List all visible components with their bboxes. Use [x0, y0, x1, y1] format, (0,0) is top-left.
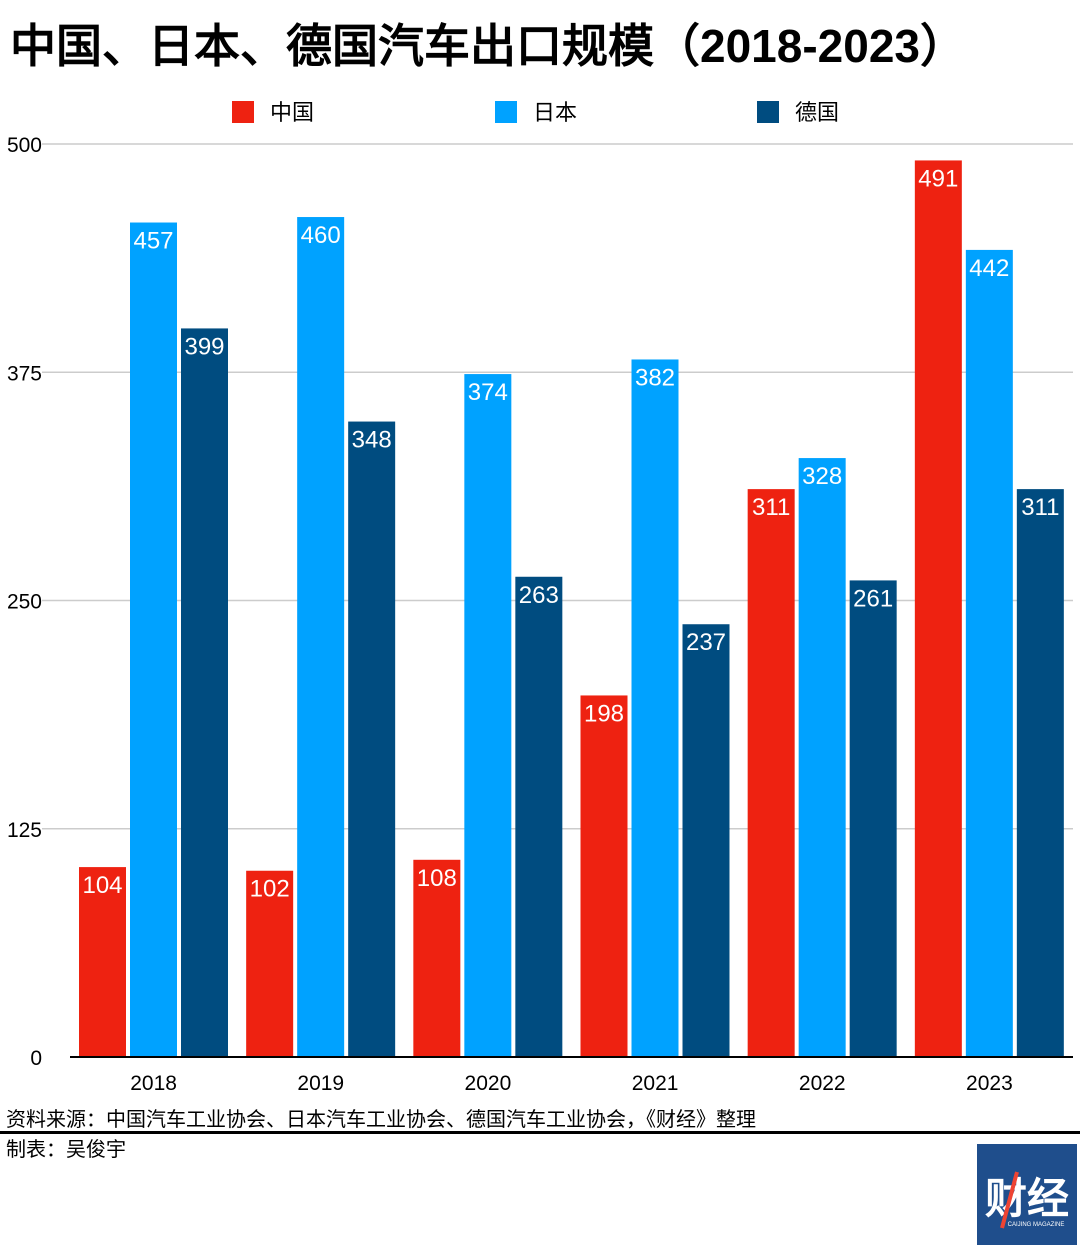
source-note: 资料来源：中国汽车工业协会、日本汽车工业协会、德国汽车工业协会，《财经》整理: [6, 1108, 756, 1131]
bar: [1016, 489, 1064, 1057]
legend-swatch: [757, 101, 779, 123]
data-label: 311: [1021, 494, 1059, 521]
data-label: 382: [635, 364, 675, 391]
bar: [798, 458, 846, 1057]
x-axis: 2018 2019 2020 2021 2022 2023: [70, 1056, 1073, 1095]
bars: 104 457 399 102 460 348 108 374 263 198 382 237 311 3…: [79, 160, 1064, 1058]
y-tick-label: 500: [7, 134, 42, 157]
bar: [413, 859, 461, 1057]
legend: 中国 日本 德国: [232, 100, 839, 125]
y-tick-label: 375: [7, 362, 42, 385]
legend-label: 德国: [795, 100, 839, 125]
bar: [246, 870, 294, 1057]
bar: [914, 160, 962, 1057]
legend-swatch: [232, 101, 254, 123]
author-note: 制表：吴俊宇: [6, 1138, 126, 1161]
data-label: 374: [468, 379, 508, 406]
x-tick-label: 2020: [465, 1072, 512, 1095]
svg-text:CAIJING MAGAZINE: CAIJING MAGAZINE: [1008, 1222, 1065, 1228]
legend-item: 德国: [757, 100, 839, 125]
bar: [79, 867, 126, 1057]
bar: [297, 217, 345, 1058]
data-label: 399: [184, 333, 224, 360]
x-tick-label: 2021: [632, 1072, 679, 1095]
y-tick-label: 250: [7, 591, 42, 614]
chart-title: 中国、日本、德国汽车出口规模（2018-2023）: [10, 20, 966, 72]
legend-swatch: [495, 101, 517, 123]
data-label: 460: [301, 222, 341, 249]
bar: [181, 328, 228, 1057]
data-label: 457: [133, 228, 173, 255]
caijing-logo: 财经 CAIJING MAGAZINE: [977, 1144, 1077, 1245]
x-tick-label: 2018: [130, 1072, 177, 1095]
bar: [747, 489, 795, 1057]
y-tick-label: 125: [7, 819, 42, 842]
svg-text:财经: 财经: [985, 1175, 1069, 1222]
data-label: 198: [584, 700, 624, 727]
data-label: 261: [853, 585, 893, 612]
bar: [580, 695, 628, 1057]
bar: [348, 421, 396, 1057]
data-label: 102: [250, 876, 290, 903]
y-tick-label: 0: [30, 1047, 42, 1070]
legend-item: 日本: [495, 100, 577, 125]
data-label: 491: [918, 165, 958, 192]
bar: [682, 624, 730, 1057]
data-label: 104: [82, 872, 122, 899]
bar: [515, 576, 563, 1057]
bar: [965, 249, 1013, 1057]
data-label: 311: [752, 494, 790, 521]
footer-divider: [0, 1131, 1080, 1134]
data-label: 348: [352, 427, 392, 454]
x-tick-label: 2019: [297, 1072, 344, 1095]
bar: [849, 580, 897, 1057]
legend-item: 中国: [232, 100, 314, 125]
x-tick-label: 2023: [966, 1072, 1013, 1095]
legend-label: 日本: [533, 100, 577, 125]
bar: [631, 359, 679, 1057]
data-label: 237: [686, 629, 726, 656]
legend-label: 中国: [270, 100, 314, 125]
data-label: 442: [969, 255, 1009, 282]
data-label: 108: [417, 865, 457, 892]
data-label: 328: [802, 463, 842, 490]
data-label: 263: [519, 582, 559, 609]
bar: [464, 374, 512, 1057]
x-tick-label: 2022: [799, 1072, 846, 1095]
bar: [130, 222, 177, 1057]
